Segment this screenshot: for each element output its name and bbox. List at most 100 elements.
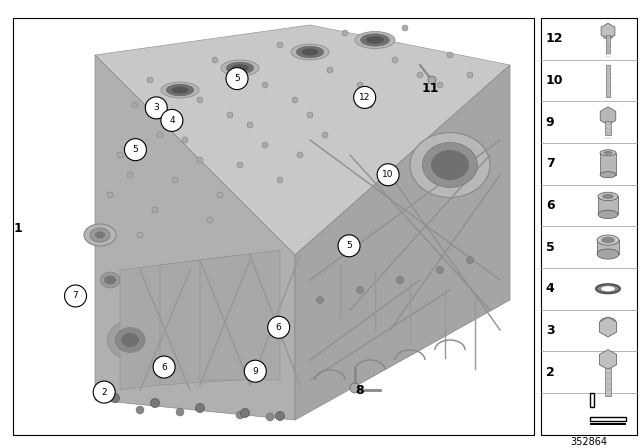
Circle shape xyxy=(447,52,453,58)
Circle shape xyxy=(236,411,244,419)
Ellipse shape xyxy=(100,272,120,288)
Text: 11: 11 xyxy=(421,82,439,95)
Circle shape xyxy=(322,132,328,138)
Ellipse shape xyxy=(604,36,612,39)
Circle shape xyxy=(162,115,168,121)
Polygon shape xyxy=(200,250,280,380)
Text: 2: 2 xyxy=(546,366,554,379)
Ellipse shape xyxy=(221,60,259,76)
Circle shape xyxy=(161,109,183,131)
Circle shape xyxy=(356,287,364,293)
Text: 9: 9 xyxy=(546,116,554,129)
Circle shape xyxy=(176,408,184,416)
Circle shape xyxy=(244,360,266,382)
Ellipse shape xyxy=(602,194,614,199)
Ellipse shape xyxy=(104,276,116,284)
Ellipse shape xyxy=(95,232,105,238)
Circle shape xyxy=(157,132,163,138)
Ellipse shape xyxy=(598,210,618,219)
Bar xyxy=(600,153,616,175)
Circle shape xyxy=(297,152,303,158)
Ellipse shape xyxy=(172,86,189,94)
Ellipse shape xyxy=(296,46,324,58)
Text: 7: 7 xyxy=(546,157,554,170)
Polygon shape xyxy=(160,255,240,385)
Ellipse shape xyxy=(602,237,614,243)
Ellipse shape xyxy=(84,224,116,246)
Circle shape xyxy=(247,122,253,128)
Bar xyxy=(590,423,626,425)
Ellipse shape xyxy=(291,44,329,60)
Text: 10: 10 xyxy=(546,74,563,87)
Text: 4: 4 xyxy=(546,282,554,295)
Circle shape xyxy=(354,86,376,108)
Circle shape xyxy=(268,316,290,338)
Circle shape xyxy=(207,217,213,223)
Circle shape xyxy=(197,157,203,163)
Text: 12: 12 xyxy=(546,32,563,45)
Ellipse shape xyxy=(166,84,194,96)
Circle shape xyxy=(153,356,175,378)
Circle shape xyxy=(212,57,218,63)
Circle shape xyxy=(237,162,243,168)
Circle shape xyxy=(402,25,408,31)
Circle shape xyxy=(437,82,443,88)
Bar xyxy=(590,393,594,407)
Circle shape xyxy=(357,82,363,88)
Ellipse shape xyxy=(355,31,395,48)
Ellipse shape xyxy=(108,321,152,359)
Bar xyxy=(541,18,637,435)
Polygon shape xyxy=(120,260,200,390)
Ellipse shape xyxy=(598,192,618,201)
Circle shape xyxy=(317,297,323,303)
Text: 4: 4 xyxy=(169,116,175,125)
Text: 6: 6 xyxy=(276,323,282,332)
Text: 10: 10 xyxy=(382,170,394,179)
Circle shape xyxy=(262,142,268,148)
Ellipse shape xyxy=(600,318,616,324)
Circle shape xyxy=(327,67,333,73)
Bar xyxy=(13,18,534,435)
Circle shape xyxy=(338,235,360,257)
Circle shape xyxy=(367,102,373,108)
Circle shape xyxy=(147,77,153,83)
Circle shape xyxy=(266,413,274,421)
Circle shape xyxy=(377,164,399,186)
Circle shape xyxy=(93,381,115,403)
Circle shape xyxy=(277,177,283,183)
Ellipse shape xyxy=(597,249,619,259)
Ellipse shape xyxy=(431,150,469,180)
Circle shape xyxy=(137,232,143,238)
Ellipse shape xyxy=(90,228,110,242)
Ellipse shape xyxy=(366,36,384,44)
Bar xyxy=(598,196,618,215)
Text: 2: 2 xyxy=(101,388,107,396)
Circle shape xyxy=(241,409,250,418)
Ellipse shape xyxy=(410,133,490,198)
Circle shape xyxy=(350,383,360,393)
Text: 352864: 352864 xyxy=(570,437,607,447)
Circle shape xyxy=(292,97,298,103)
Polygon shape xyxy=(95,55,295,420)
Text: 12: 12 xyxy=(359,93,371,102)
Ellipse shape xyxy=(121,333,139,347)
Circle shape xyxy=(145,97,167,119)
Circle shape xyxy=(392,57,398,63)
Circle shape xyxy=(307,112,313,118)
Bar xyxy=(597,240,619,254)
Ellipse shape xyxy=(596,284,620,293)
Ellipse shape xyxy=(301,48,319,56)
Text: 7: 7 xyxy=(73,292,78,301)
Bar xyxy=(606,65,610,97)
Circle shape xyxy=(342,30,348,36)
Ellipse shape xyxy=(600,172,616,178)
Circle shape xyxy=(217,192,223,198)
Ellipse shape xyxy=(161,82,199,98)
Text: 6: 6 xyxy=(161,362,167,371)
Ellipse shape xyxy=(604,151,612,155)
Ellipse shape xyxy=(232,65,248,72)
Circle shape xyxy=(417,72,423,78)
Bar xyxy=(605,367,611,396)
Circle shape xyxy=(436,267,444,273)
Circle shape xyxy=(226,68,248,90)
